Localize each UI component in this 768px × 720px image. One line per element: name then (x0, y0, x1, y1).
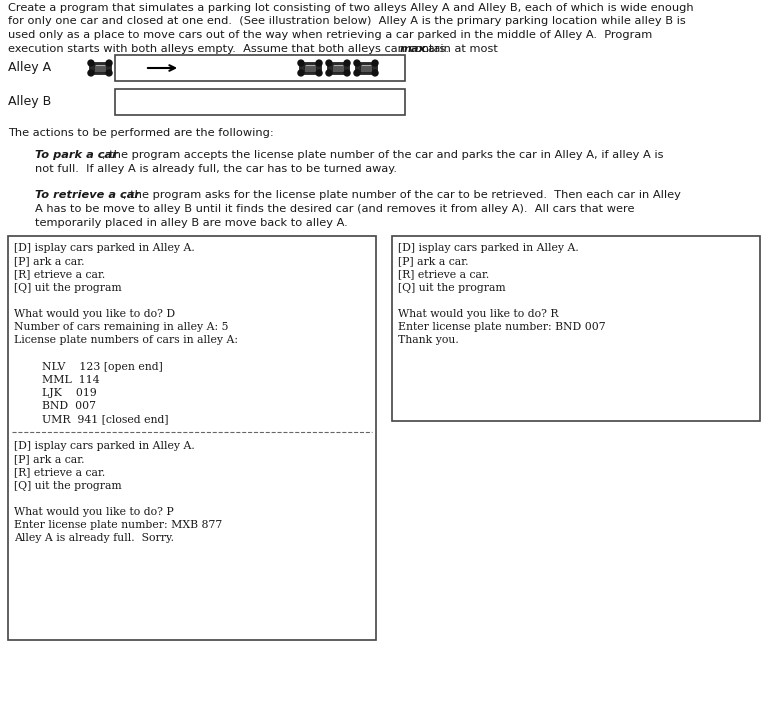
Text: Number of cars remaining in alley A: 5: Number of cars remaining in alley A: 5 (14, 323, 229, 332)
Text: LJK    019: LJK 019 (14, 388, 97, 398)
Text: BND  007: BND 007 (14, 401, 96, 411)
Text: To retrieve a car: To retrieve a car (35, 191, 140, 200)
Circle shape (344, 70, 350, 76)
Text: The actions to be performed are the following:: The actions to be performed are the foll… (8, 128, 273, 138)
Circle shape (298, 60, 304, 66)
Text: Alley A: Alley A (8, 61, 51, 74)
Circle shape (326, 70, 332, 76)
Text: [P] ark a car.: [P] ark a car. (14, 256, 84, 266)
Text: Thank you.: Thank you. (398, 336, 458, 346)
Text: Enter license plate number: MXB 877: Enter license plate number: MXB 877 (14, 520, 222, 530)
Text: not full.  If alley A is already full, the car has to be turned away.: not full. If alley A is already full, th… (35, 163, 397, 174)
Text: [P] ark a car.: [P] ark a car. (14, 454, 84, 464)
Circle shape (298, 70, 304, 76)
Text: max: max (399, 43, 426, 53)
Text: [R] etrieve a car.: [R] etrieve a car. (14, 269, 105, 279)
Bar (299, 62, 321, 74)
Text: temporarily placed in alley B are move back to alley A.: temporarily placed in alley B are move b… (35, 217, 348, 228)
Text: Enter license plate number: BND 007: Enter license plate number: BND 007 (398, 323, 606, 332)
Text: License plate numbers of cars in alley A:: License plate numbers of cars in alley A… (14, 336, 238, 346)
Text: To park a car: To park a car (35, 150, 118, 160)
Bar (94, 64, 106, 72)
Text: [R] etrieve a car.: [R] etrieve a car. (398, 269, 489, 279)
Text: [Q] uit the program: [Q] uit the program (14, 282, 121, 292)
Circle shape (316, 70, 322, 76)
Bar (327, 62, 349, 74)
Text: What would you like to do? P: What would you like to do? P (14, 507, 174, 517)
Bar (360, 64, 372, 72)
Text: What would you like to do? D: What would you like to do? D (14, 309, 175, 319)
Text: Create a program that simulates a parking lot consisting of two alleys Alley A a: Create a program that simulates a parkin… (8, 3, 694, 13)
Text: What would you like to do? R: What would you like to do? R (398, 309, 558, 319)
Text: NLV    123 [open end]: NLV 123 [open end] (14, 361, 163, 372)
Bar (115, 89, 405, 115)
Text: cars.: cars. (419, 43, 449, 53)
Text: [P] ark a car.: [P] ark a car. (398, 256, 468, 266)
Text: for only one car and closed at one end.  (See illustration below)  Alley A is th: for only one car and closed at one end. … (8, 17, 686, 27)
Circle shape (372, 60, 378, 66)
Text: [Q] uit the program: [Q] uit the program (14, 481, 121, 490)
Text: [D] isplay cars parked in Alley A.: [D] isplay cars parked in Alley A. (14, 243, 195, 253)
Circle shape (106, 60, 112, 66)
Text: [R] etrieve a car.: [R] etrieve a car. (14, 467, 105, 477)
Text: execution starts with both alleys empty.  Assume that both alleys can contain at: execution starts with both alleys empty.… (8, 43, 502, 53)
Circle shape (354, 60, 360, 66)
Text: MML  114: MML 114 (14, 375, 100, 385)
Circle shape (106, 70, 112, 76)
Circle shape (344, 60, 350, 66)
Bar (355, 62, 377, 74)
Text: UMR  941 [closed end]: UMR 941 [closed end] (14, 415, 168, 425)
Bar (115, 55, 405, 81)
Circle shape (354, 70, 360, 76)
Bar (392, 236, 760, 421)
Circle shape (372, 70, 378, 76)
Bar (304, 64, 316, 72)
Circle shape (326, 60, 332, 66)
Text: [D] isplay cars parked in Alley A.: [D] isplay cars parked in Alley A. (398, 243, 579, 253)
Text: [Q] uit the program: [Q] uit the program (398, 282, 505, 292)
Text: used only as a place to move cars out of the way when retrieving a car parked in: used only as a place to move cars out of… (8, 30, 652, 40)
Text: Alley B: Alley B (8, 96, 51, 109)
Text: , the program accepts the license plate number of the car and parks the car in A: , the program accepts the license plate … (102, 150, 664, 160)
Text: [D] isplay cars parked in Alley A.: [D] isplay cars parked in Alley A. (14, 441, 195, 451)
Circle shape (88, 70, 94, 76)
Bar (332, 64, 344, 72)
Text: A has to be move to alley B until it finds the desired car (and removes it from : A has to be move to alley B until it fin… (35, 204, 634, 214)
Circle shape (316, 60, 322, 66)
Text: Alley A is already full.  Sorry.: Alley A is already full. Sorry. (14, 534, 174, 544)
Bar (8, 236, 376, 640)
Text: , the program asks for the license plate number of the car to be retrieved.  The: , the program asks for the license plate… (123, 191, 680, 200)
Bar (89, 62, 111, 74)
Circle shape (88, 60, 94, 66)
